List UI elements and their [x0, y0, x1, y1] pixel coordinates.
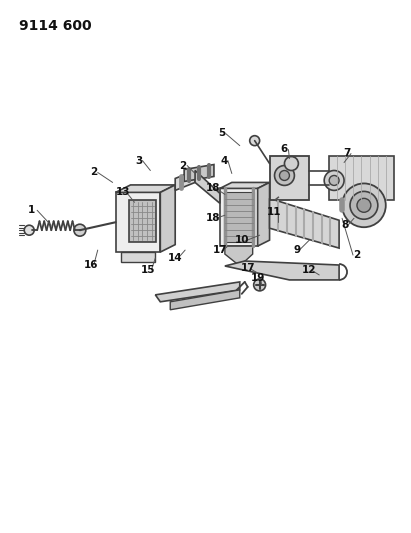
Polygon shape — [220, 182, 270, 188]
Polygon shape — [329, 156, 394, 200]
Polygon shape — [195, 171, 220, 203]
Text: 13: 13 — [115, 188, 130, 197]
Text: 19: 19 — [250, 273, 265, 283]
Circle shape — [329, 175, 339, 185]
Circle shape — [342, 183, 386, 227]
Text: 14: 14 — [168, 253, 182, 263]
Text: 17: 17 — [212, 245, 227, 255]
Polygon shape — [160, 185, 175, 252]
Polygon shape — [115, 192, 160, 252]
Polygon shape — [115, 185, 175, 192]
Text: 9: 9 — [294, 245, 301, 255]
Text: 3: 3 — [135, 156, 142, 166]
Circle shape — [74, 224, 86, 236]
Polygon shape — [220, 188, 258, 246]
Circle shape — [275, 166, 294, 185]
Polygon shape — [184, 165, 214, 181]
Text: 12: 12 — [302, 265, 316, 275]
Polygon shape — [155, 282, 240, 302]
Circle shape — [350, 191, 378, 219]
Polygon shape — [258, 182, 270, 246]
Text: 2: 2 — [90, 167, 97, 177]
Circle shape — [284, 157, 298, 171]
Polygon shape — [270, 198, 339, 248]
Polygon shape — [120, 252, 155, 262]
Polygon shape — [225, 246, 253, 266]
Text: 1: 1 — [28, 205, 35, 215]
Circle shape — [279, 171, 289, 181]
Text: 8: 8 — [342, 220, 349, 230]
Circle shape — [324, 171, 344, 190]
Text: 9114 600: 9114 600 — [19, 19, 92, 33]
Circle shape — [254, 279, 266, 291]
Polygon shape — [129, 200, 156, 242]
Polygon shape — [170, 290, 240, 310]
Text: 17: 17 — [240, 263, 255, 273]
Circle shape — [24, 225, 34, 235]
Text: 10: 10 — [235, 235, 249, 245]
Polygon shape — [175, 171, 195, 190]
Circle shape — [357, 198, 371, 212]
Text: 6: 6 — [281, 143, 288, 154]
Text: 2: 2 — [180, 160, 187, 171]
Text: 7: 7 — [343, 148, 351, 158]
Text: 5: 5 — [218, 128, 226, 138]
Text: 4: 4 — [220, 156, 228, 166]
Text: 18: 18 — [206, 213, 220, 223]
Text: 16: 16 — [83, 260, 98, 270]
Polygon shape — [225, 261, 339, 280]
Polygon shape — [224, 192, 254, 242]
Text: 2: 2 — [353, 250, 360, 260]
Polygon shape — [270, 156, 309, 200]
Circle shape — [250, 136, 260, 146]
Text: 11: 11 — [267, 207, 282, 217]
Text: 18: 18 — [206, 183, 220, 193]
Text: 15: 15 — [141, 265, 156, 275]
